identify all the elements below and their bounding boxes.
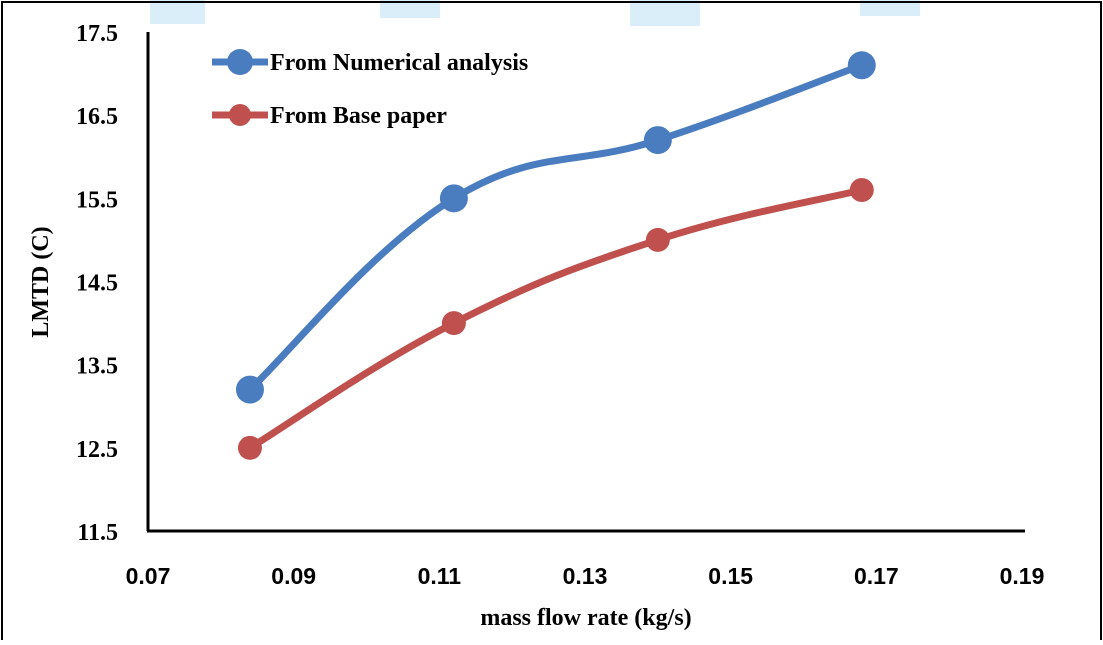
y-tick-label: 14.5 [76, 271, 118, 297]
watermark-band [860, 0, 920, 16]
series-1 [235, 51, 876, 404]
x-tick-label: 0.19 [1000, 563, 1045, 589]
legend-label: From Base paper [270, 103, 447, 129]
data-point [237, 435, 262, 460]
legend-marker [229, 104, 251, 126]
y-tick-label: 12.5 [76, 437, 118, 463]
x-tick-label: 0.15 [708, 563, 753, 589]
watermark-band [380, 0, 440, 18]
x-tick-label: 0.13 [563, 563, 608, 589]
y-tick-label: 13.5 [76, 354, 118, 380]
x-tick-label: 0.11 [418, 563, 462, 589]
data-point [645, 227, 670, 252]
data-point [439, 184, 468, 213]
x-tick-label: 0.09 [271, 563, 316, 589]
series-line [246, 186, 866, 452]
data-point [847, 51, 876, 80]
legend: From Numerical analysis From Base paper [212, 49, 528, 129]
series-line [246, 61, 866, 394]
x-axis-label: mass flow rate (kg/s) [480, 605, 691, 631]
watermark-bands [150, 0, 920, 26]
y-tick-labels: 11.5 12.5 13.5 14.5 15.5 16.5 17.5 [76, 21, 118, 546]
x-tick-label: 0.17 [854, 563, 899, 589]
y-tick-label: 15.5 [76, 187, 118, 213]
y-tick-label: 17.5 [76, 21, 118, 47]
data-point [441, 311, 466, 336]
y-tick-label: 11.5 [77, 520, 118, 546]
x-tick-label: 0.07 [126, 563, 171, 589]
legend-label: From Numerical analysis [270, 50, 528, 76]
data-point [643, 126, 672, 155]
watermark-band [150, 0, 205, 24]
x-tick-labels: 0.07 0.09 0.11 0.13 0.15 0.17 0.19 [126, 563, 1045, 589]
series-2 [237, 178, 874, 460]
watermark-band [630, 0, 700, 26]
y-axis-label: LMTD (C) [28, 226, 54, 337]
series-layer [235, 51, 876, 460]
y-tick-label: 16.5 [76, 104, 118, 130]
data-point [235, 375, 264, 404]
legend-marker [227, 49, 253, 75]
data-point [849, 178, 874, 203]
